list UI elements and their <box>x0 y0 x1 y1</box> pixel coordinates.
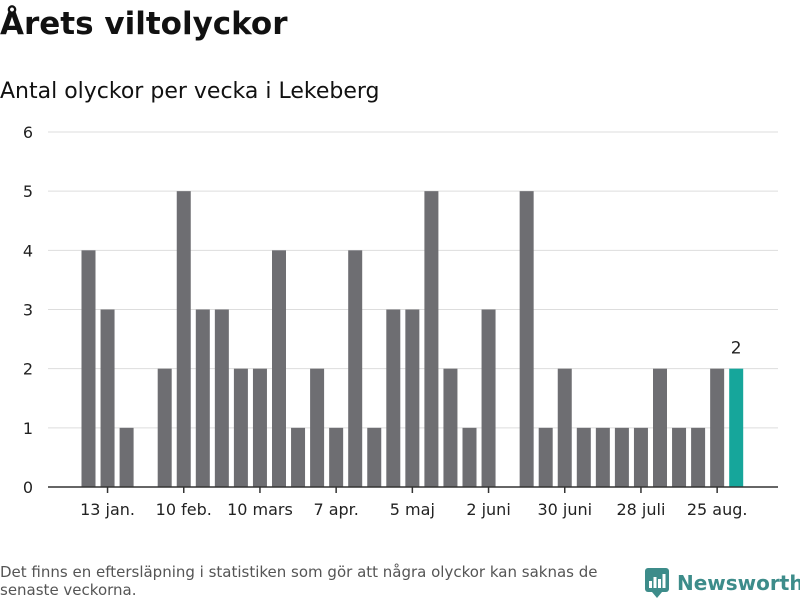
bar-week-4 <box>119 427 134 487</box>
bar-week-11 <box>252 368 267 487</box>
bar-week-9 <box>214 309 229 487</box>
x-tick-label: 10 feb. <box>156 500 212 519</box>
bar-week-34 <box>691 427 706 487</box>
bar-week-10 <box>233 368 248 487</box>
x-tick-label: 13 jan. <box>80 500 135 519</box>
bar-week-19 <box>405 309 420 487</box>
x-tick-label: 2 juni <box>466 500 510 519</box>
bar-week-7 <box>176 191 191 487</box>
bar-week-36 <box>729 368 744 487</box>
bar-week-14 <box>310 368 325 487</box>
x-tick-label: 30 juni <box>537 500 592 519</box>
bar-week-15 <box>329 427 344 487</box>
y-tick-label: 2 <box>23 360 33 379</box>
newsworthy-logo-icon <box>645 568 669 598</box>
bar-week-12 <box>272 250 286 487</box>
x-tick-label: 7 apr. <box>313 500 358 519</box>
y-tick-label: 3 <box>23 301 33 320</box>
y-tick-label: 1 <box>23 419 33 438</box>
bar-week-8 <box>195 309 210 487</box>
bar-week-29 <box>595 427 610 487</box>
bar-week-23 <box>481 309 496 487</box>
x-tick-label: 28 juli <box>616 500 665 519</box>
bar-week-13 <box>291 427 306 487</box>
data-label: 2 <box>731 339 742 359</box>
brand-logo[interactable]: Newsworthy <box>645 568 800 598</box>
brand-name: Newsworthy <box>677 571 800 595</box>
bar-week-2 <box>81 250 96 487</box>
bar-week-32 <box>653 368 667 487</box>
chart-subtitle: Antal olyckor per vecka i Lekeberg <box>0 79 380 104</box>
chart-title: Årets viltolyckor <box>0 6 288 42</box>
x-tick-label: 25 aug. <box>687 500 748 519</box>
bar-week-28 <box>576 427 591 487</box>
bar-week-21 <box>443 368 458 487</box>
bar-week-22 <box>462 427 477 487</box>
y-tick-label: 0 <box>23 478 33 497</box>
bar-week-27 <box>557 368 572 487</box>
bar-week-20 <box>424 191 439 487</box>
bar-chart: 0 1 2 3 4 5 6 13 jan. 10 feb. 10 mars 7 apr. 5 maj 2… <box>23 123 778 519</box>
bar-week-33 <box>672 427 687 487</box>
bar-week-25 <box>519 191 534 487</box>
x-tick-label: 5 maj <box>390 500 435 519</box>
y-tick-label: 4 <box>23 241 33 260</box>
y-tick-label: 6 <box>23 123 33 142</box>
bar-week-31 <box>633 427 648 487</box>
bar-week-35 <box>710 368 725 487</box>
bar-week-18 <box>386 309 401 487</box>
bar-week-3 <box>100 309 115 487</box>
bar-week-6 <box>157 368 172 487</box>
bar-week-17 <box>367 427 382 487</box>
y-tick-label: 5 <box>23 182 33 201</box>
x-tick-label: 10 mars <box>227 500 293 519</box>
bar-week-30 <box>614 427 629 487</box>
bar-week-16 <box>348 250 363 487</box>
footnote: Det finns en eftersläpning i statistiken… <box>0 563 598 599</box>
bar-week-26 <box>538 427 553 487</box>
